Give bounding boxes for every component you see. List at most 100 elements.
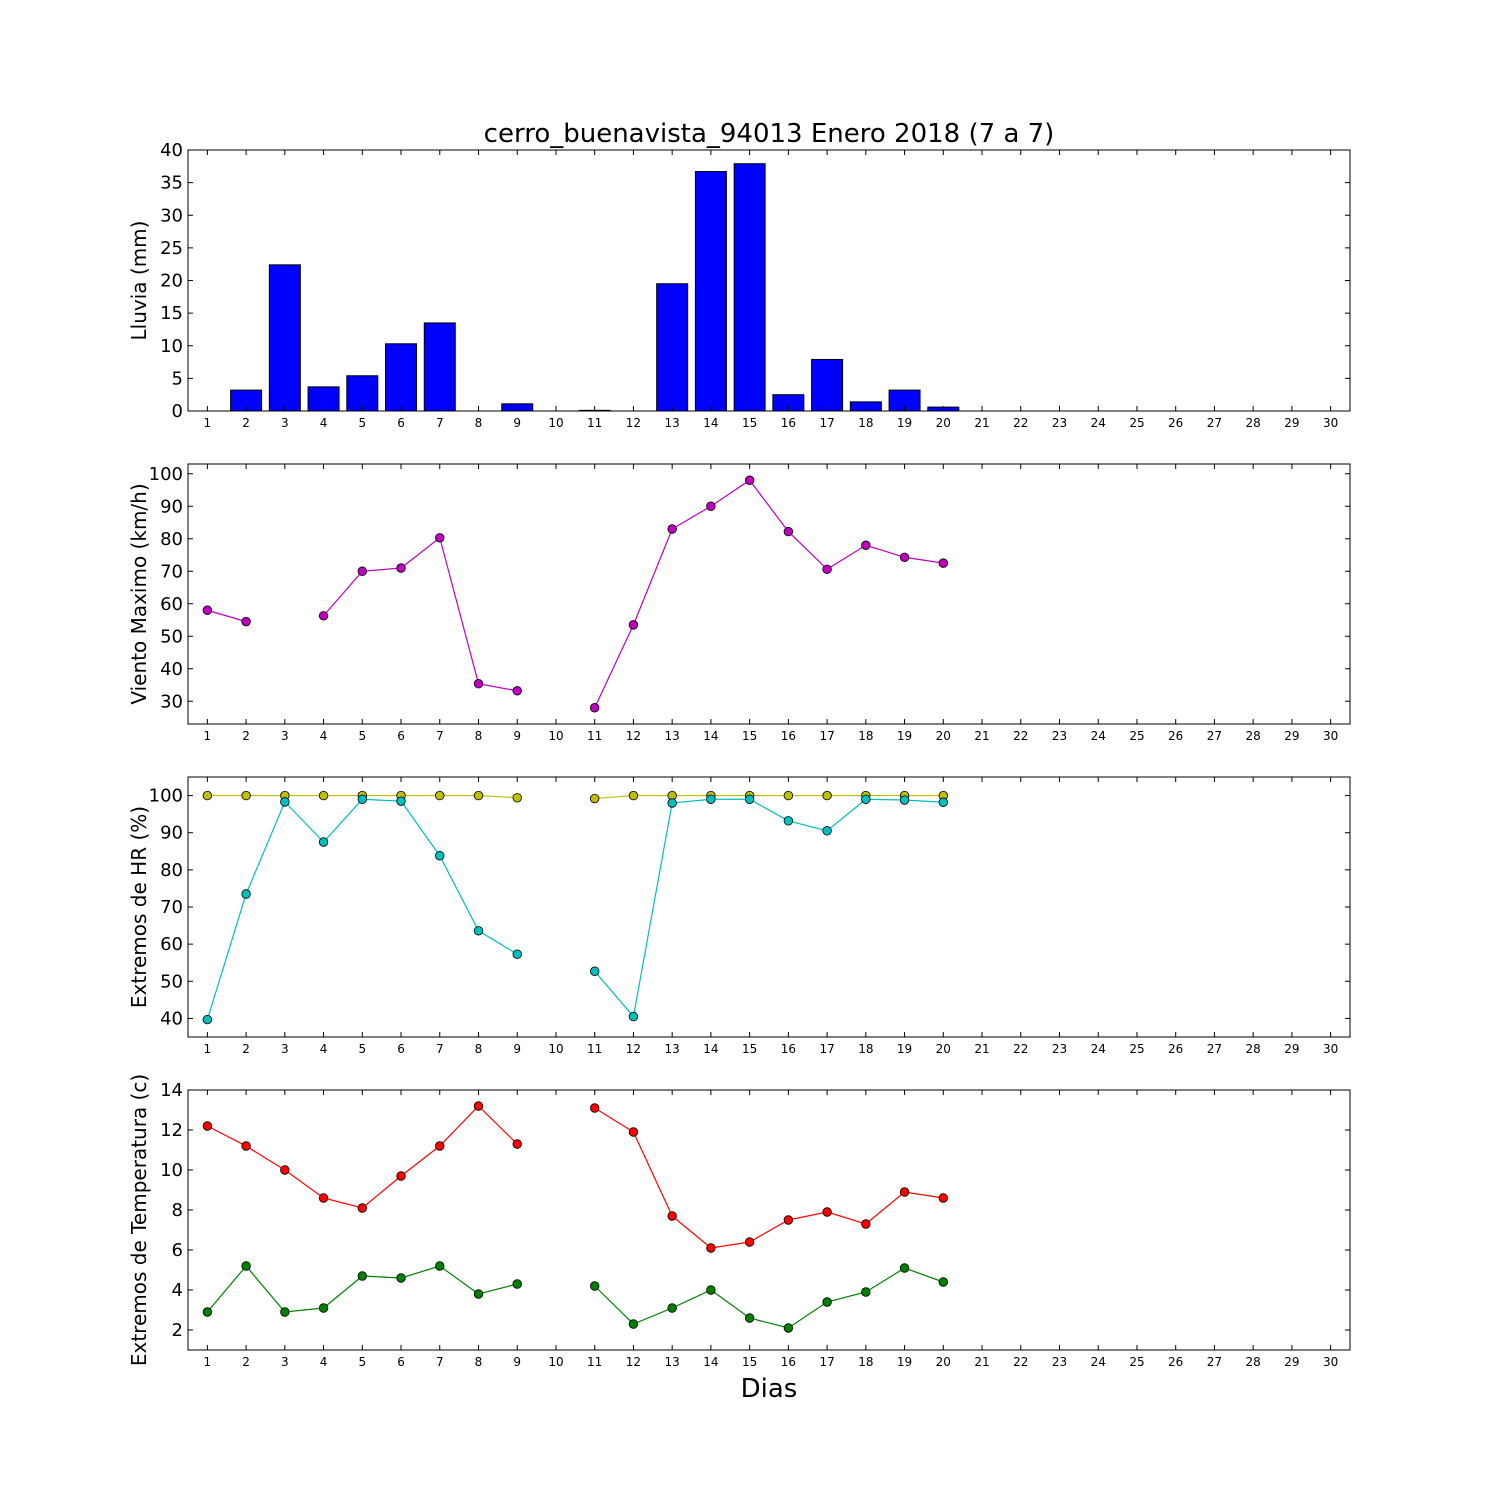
panel-3-series-2-point-day-17 — [822, 826, 832, 836]
panel-1-bar-day-13 — [656, 283, 689, 412]
panel-3-ytick-label-60: 60 — [160, 934, 183, 955]
panel-1-xtick-label-3: 3 — [281, 416, 289, 430]
panel-4-series-1-point-day-1 — [202, 1121, 213, 1131]
panel-4-series-2-point-day-12 — [628, 1319, 639, 1329]
panel-4-xtick-label-3: 3 — [281, 1355, 289, 1369]
panel-1-frame — [187, 149, 1351, 412]
panel-3-xtick-label-27: 27 — [1207, 1042, 1222, 1056]
panel-2-xtick-label-19: 19 — [897, 729, 912, 743]
panel-1-xtick-label-13: 13 — [665, 416, 680, 430]
panel-4-ytick-label-6: 6 — [172, 1240, 183, 1261]
panel-4-xtick-label-9: 9 — [513, 1355, 521, 1369]
panel-2-series-1-point-day-8 — [473, 679, 484, 689]
panel-2-xtick-label-6: 6 — [397, 729, 405, 743]
panel-2-y-axis-label: Viento Maximo (km/h) — [127, 483, 151, 704]
panel-1-bar-day-15 — [733, 163, 766, 412]
panel-4-series-1-point-day-15 — [744, 1237, 755, 1247]
panel-3-xtick-label-18: 18 — [858, 1042, 873, 1056]
panel-3-xtick-label-4: 4 — [320, 1042, 328, 1056]
panel-2-series-1-point-day-11 — [590, 703, 600, 713]
panel-2-xtick-label-9: 9 — [513, 729, 521, 743]
panel-4-series-2-point-day-5 — [357, 1271, 368, 1281]
panel-3-xtick-label-7: 7 — [436, 1042, 444, 1056]
panel-3-series-2-point-day-1 — [202, 1014, 213, 1025]
panel-2-series-1-point-day-12 — [628, 620, 639, 630]
panel-4-xtick-label-11: 11 — [587, 1355, 602, 1369]
panel-3-xtick-label-5: 5 — [358, 1042, 366, 1056]
panel-2-xtick-label-29: 29 — [1284, 729, 1299, 743]
panel-3-series-2-point-day-16 — [783, 816, 794, 826]
panel-4-xtick-label-18: 18 — [858, 1355, 873, 1369]
panel-3-y-axis-label: Extremos de HR (%) — [127, 806, 151, 1008]
panel-4-series-2-point-day-17 — [822, 1297, 832, 1307]
panel-3-xtick-label-15: 15 — [742, 1042, 757, 1056]
panel-1-xtick-label-12: 12 — [626, 416, 641, 430]
panel-4-series-2-point-day-15 — [744, 1313, 755, 1323]
panel-3-xtick-label-3: 3 — [281, 1042, 289, 1056]
panel-4-xtick-label-4: 4 — [320, 1355, 328, 1369]
panel-2-xtick-label-28: 28 — [1246, 729, 1261, 743]
panel-2-xtick-label-15: 15 — [742, 729, 757, 743]
panel-3-xtick-label-26: 26 — [1168, 1042, 1183, 1056]
panel-4-series-2-point-day-7 — [435, 1261, 445, 1271]
panel-4-xtick-label-25: 25 — [1129, 1355, 1144, 1369]
panel-4-xtick-label-29: 29 — [1284, 1355, 1299, 1369]
panel-4-series-2-point-day-8 — [473, 1289, 484, 1299]
panel-2-series-1-point-day-6 — [396, 563, 406, 573]
panel-2-series-1-line-2 — [594, 479, 944, 709]
panel-3-xtick-label-8: 8 — [475, 1042, 483, 1056]
panel-3-series-1-point-day-12 — [628, 790, 639, 801]
panel-4-series-2-point-day-14 — [706, 1285, 716, 1295]
panel-4-series-2-point-day-11 — [590, 1281, 600, 1291]
panel-4-ytick-label-4: 4 — [172, 1280, 183, 1301]
x-axis-label: Dias — [741, 1374, 798, 1404]
panel-1-xtick-label-17: 17 — [819, 416, 834, 430]
panel-2-ytick-label-90: 90 — [160, 496, 183, 517]
panel-2-xtick-label-25: 25 — [1129, 729, 1144, 743]
panel-2-xtick-label-1: 1 — [204, 729, 212, 743]
panel-2-series-1-point-day-18 — [861, 540, 871, 550]
panel-4-series-1-point-day-2 — [241, 1141, 251, 1151]
panel-1-xtick-label-8: 8 — [475, 416, 483, 430]
panel-4-series-1-point-day-7 — [435, 1141, 445, 1151]
panel-4-xtick-label-14: 14 — [703, 1355, 718, 1369]
panel-3-series-2-point-day-2 — [241, 889, 251, 899]
panel-3-series-2-point-day-12 — [628, 1011, 639, 1022]
panel-4-series-1-point-day-16 — [783, 1215, 794, 1225]
panel-3-xtick-label-10: 10 — [548, 1042, 563, 1056]
panel-2-series-1-point-day-2 — [241, 616, 251, 627]
panel-3-series-1-point-day-4 — [318, 790, 329, 801]
panel-3-series-1-point-day-1 — [202, 790, 213, 801]
panel-4-xtick-label-5: 5 — [358, 1355, 366, 1369]
panel-4-xtick-label-21: 21 — [974, 1355, 989, 1369]
panel-1-xtick-label-6: 6 — [397, 416, 405, 430]
panel-1-xtick-label-15: 15 — [742, 416, 757, 430]
panel-4-xtick-label-8: 8 — [475, 1355, 483, 1369]
panel-1-xtick-label-16: 16 — [781, 416, 796, 430]
panel-3-xtick-label-30: 30 — [1323, 1042, 1338, 1056]
panel-1-ytick-label-0: 0 — [172, 401, 183, 422]
panel-2-ytick-label-50: 50 — [160, 626, 183, 647]
panel-4-series-2-point-day-20 — [938, 1277, 949, 1287]
panel-1-xtick-label-19: 19 — [897, 416, 912, 430]
panel-3-ytick-label-90: 90 — [160, 823, 183, 844]
panel-4-xtick-label-15: 15 — [742, 1355, 757, 1369]
panel-3-ytick-label-40: 40 — [160, 1008, 183, 1029]
panel-3-xtick-label-23: 23 — [1052, 1042, 1067, 1056]
panel-2-xtick-label-13: 13 — [665, 729, 680, 743]
panel-2-series-1-point-day-9 — [512, 686, 522, 696]
panel-4-frame — [187, 1089, 1351, 1351]
panel-3-series-2-point-day-20 — [938, 797, 949, 807]
panel-2-ytick-label-30: 30 — [160, 691, 183, 712]
panel-2-frame — [187, 463, 1351, 725]
panel-2-series-1-point-day-13 — [667, 524, 677, 534]
panel-2-ytick-label-70: 70 — [160, 561, 183, 582]
panel-1-bar-day-7 — [423, 322, 456, 412]
panel-3-series-2-point-day-4 — [318, 837, 329, 847]
panel-3-series-2-point-day-7 — [435, 851, 445, 861]
panel-2-series-1-point-day-1 — [202, 605, 213, 615]
panel-4-series-1-point-day-14 — [706, 1243, 716, 1253]
panel-4-series-2-point-day-6 — [396, 1273, 406, 1283]
panel-1-bar-day-3 — [268, 264, 301, 412]
